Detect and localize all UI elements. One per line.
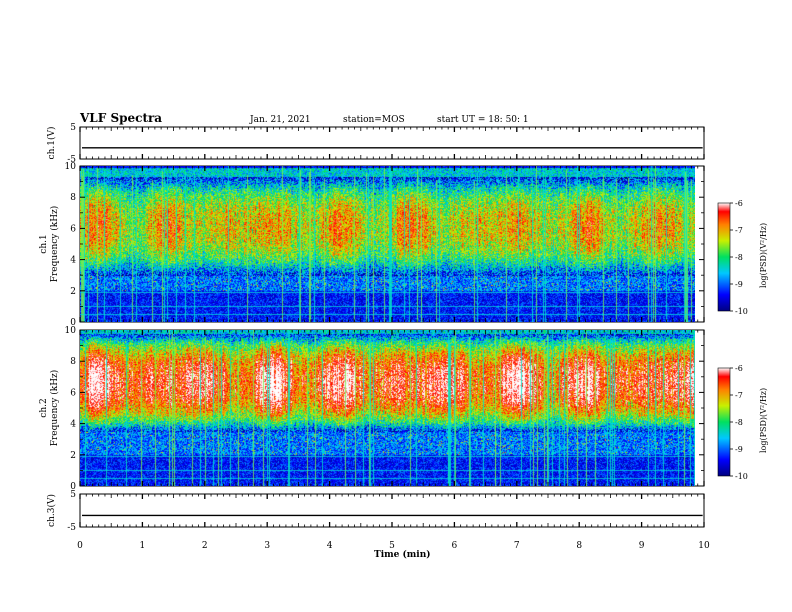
colorbar-tick-label: -6 [735,199,743,208]
y-tick-label: 0 [70,482,76,492]
colorbar-tick-label: -8 [735,418,743,427]
y-tick-label: 2 [70,287,76,297]
colorbar-tick-label: -6 [735,364,743,373]
y-tick-label: 10 [65,162,77,172]
colorbar-ch1-ticks: -6 -7 -8 -9 -10 [730,199,748,316]
y-tick-label: 8 [70,193,76,203]
date-label: Jan. 21, 2021 [249,115,311,125]
x-tick-label: 10 [698,541,710,551]
spectrogram-layer [80,166,695,486]
colorbar-ch1-gradient [717,202,731,312]
colorbar-tick-label: -7 [735,391,743,400]
colorbar-ch1: -6 -7 -8 -9 -10 log(PSD)(V²/Hz) [717,199,768,316]
x-tick-label: 1 [140,541,146,551]
x-tick-label: 9 [639,541,645,551]
colorbar-ch2: -6 -7 -8 -9 -10 log(PSD)(V²/Hz) [717,364,768,481]
colorbar-ch2-ticks: -6 -7 -8 -9 -10 [730,364,748,481]
y-tick-label: 10 [65,326,77,336]
y-tick-label: -5 [67,155,76,165]
y-tick-label: 4 [70,420,76,430]
figure-title: VLF Spectra [79,111,162,125]
y-tick-label: 8 [70,357,76,367]
x-axis-label: Time (min) [374,549,431,560]
frequency-axis-label: Frequency (kHz) [49,206,60,283]
x-tick-label: 4 [327,541,333,551]
x-tick-label: 2 [202,541,208,551]
waveform-layer [82,147,703,517]
x-tick-label: 6 [452,541,458,551]
colorbar-tick-label: -9 [735,280,743,289]
x-tick-label: 0 [77,541,83,551]
colorbar-tick-label: -10 [735,307,748,316]
x-tick-label: 5 [389,541,395,551]
y-tick-label: 5 [70,490,76,500]
y-tick-label: 2 [70,451,76,461]
y-tick-label: 5 [70,123,76,133]
waveform-y-label: ch.1(V) [46,127,57,160]
y-tick-label: 4 [70,256,76,266]
spectrogram-image [80,166,695,322]
colorbar-tick-label: -8 [735,253,743,262]
colorbar-tick-label: -10 [735,472,748,481]
channel-label: ch.1 [39,234,49,253]
colorbar-ch1-label: log(PSD)(V²/Hz) [759,223,768,288]
colorbar-tick-label: -7 [735,226,743,235]
y-tick-label: 6 [70,388,76,398]
colorbar-ch2-label: log(PSD)(V²/Hz) [759,388,768,453]
start-time-label: start UT = 18: 50: 1 [437,115,529,125]
waveform-y-label: ch.3(V) [46,494,57,527]
y-tick-label: 0 [70,318,76,328]
y-tick-label: 6 [70,224,76,234]
y-tick-label: -5 [67,523,76,533]
channel-label: ch.2 [39,398,49,417]
frequency-axis-label: Frequency (kHz) [49,370,60,447]
spectrogram-image [80,330,695,486]
x-tick-label: 7 [514,541,520,551]
colorbar-tick-label: -9 [735,445,743,454]
colorbar-ch2-gradient [717,367,731,477]
x-tick-label: 8 [576,541,582,551]
station-label: station=MOS [343,115,405,125]
x-tick-label: 3 [264,541,270,551]
